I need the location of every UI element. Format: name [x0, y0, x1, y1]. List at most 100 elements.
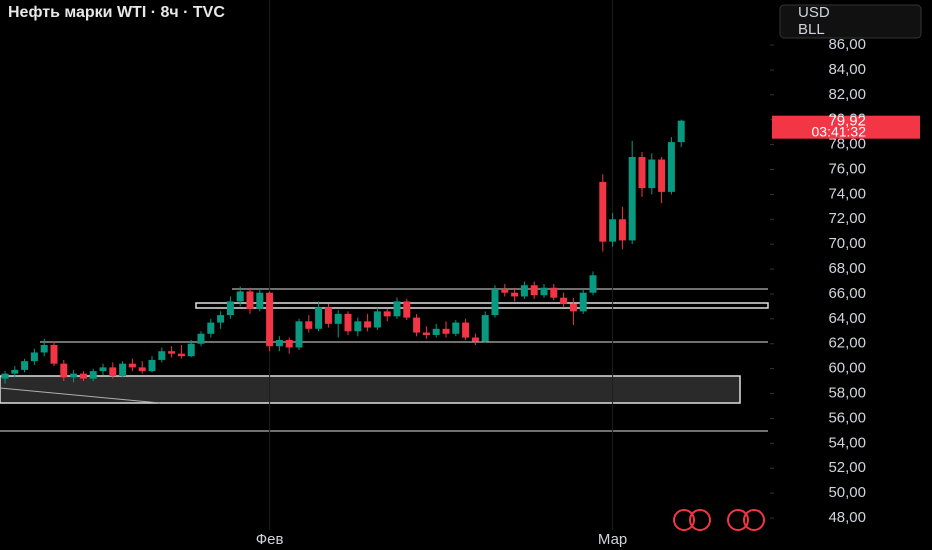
event-icon: [727, 509, 749, 531]
y-tick-label: 50,00: [828, 484, 866, 501]
candle-body: [207, 322, 215, 334]
y-tick-label: 72,00: [828, 210, 866, 227]
candle-body: [266, 292, 274, 347]
y-tick-label: 48,00: [828, 509, 866, 526]
candle-body: [275, 340, 283, 347]
y-tick-label: 76,00: [828, 160, 866, 177]
candle-body: [148, 359, 156, 372]
candle-body: [89, 371, 97, 379]
candle-body: [256, 292, 264, 309]
candle-body: [618, 219, 626, 241]
candle-body: [344, 313, 352, 332]
candle-body: [50, 344, 58, 364]
y-tick-label: 86,00: [828, 36, 866, 53]
candle-body: [197, 333, 205, 344]
candle-body: [393, 301, 401, 317]
candle-body: [305, 321, 313, 329]
candle-body: [462, 322, 470, 338]
candle-body: [315, 307, 323, 329]
candle-body: [658, 159, 666, 192]
candle-body: [383, 311, 391, 317]
last-price-box: [772, 115, 920, 139]
currency: USD: [798, 4, 830, 21]
candle-body: [491, 288, 499, 316]
zone: [0, 375, 741, 404]
candle-body: [364, 321, 372, 328]
y-tick-label: 52,00: [828, 459, 866, 476]
y-tick-label: 64,00: [828, 310, 866, 327]
event-icon: [673, 509, 695, 531]
y-tick-label: 60,00: [828, 360, 866, 377]
candle-body: [99, 367, 107, 372]
candle-body: [481, 315, 489, 342]
candle-body: [334, 313, 342, 324]
candle-body: [40, 344, 48, 353]
candle-body: [452, 322, 460, 334]
candle-body: [599, 181, 607, 242]
y-tick-label: 74,00: [828, 185, 866, 202]
candle-body: [30, 352, 38, 362]
candle-body: [550, 287, 558, 298]
candle-body: [511, 292, 519, 297]
candle-body: [628, 157, 636, 241]
y-tick-label: 66,00: [828, 285, 866, 302]
candle-body: [226, 301, 234, 316]
candle-body: [501, 288, 509, 293]
currency-box[interactable]: [779, 4, 922, 39]
x-tick-label: Мар: [598, 531, 627, 548]
candle-body: [432, 328, 440, 336]
candle-body: [177, 353, 185, 357]
candle-body: [520, 285, 528, 297]
candle-body: [11, 369, 19, 374]
candle-body: [138, 367, 146, 372]
candle-body: [589, 275, 597, 293]
candle-body: [569, 303, 577, 312]
candle-body: [21, 361, 29, 370]
y-tick-label: 82,00: [828, 86, 866, 103]
candle-body: [560, 297, 568, 304]
candle-body: [530, 285, 538, 296]
candle-body: [70, 373, 78, 378]
candle-body: [1, 373, 9, 379]
candle-body: [442, 328, 450, 334]
candle-body: [168, 351, 176, 354]
candle-body: [373, 311, 381, 328]
candle-body: [609, 219, 617, 242]
y-tick-label: 78,00: [828, 136, 866, 153]
event-icon: [743, 509, 765, 531]
y-tick-label: 54,00: [828, 434, 866, 451]
candle-body: [403, 301, 411, 318]
candle-body: [422, 332, 430, 336]
unit: BLL: [798, 21, 825, 38]
flags: [673, 509, 765, 531]
y-tick-label: 58,00: [828, 384, 866, 401]
y-tick-label: 84,00: [828, 61, 866, 78]
candle-body: [285, 340, 293, 348]
candle-body: [579, 292, 587, 312]
candle-body: [60, 363, 68, 378]
y-tick-label: 56,00: [828, 409, 866, 426]
candle-body: [158, 351, 166, 360]
candle-body: [119, 363, 127, 377]
trend-line: [0, 387, 161, 404]
candle-body: [540, 287, 548, 296]
y-tick-label: 62,00: [828, 335, 866, 352]
candle-body: [246, 291, 254, 309]
drawings: [0, 288, 769, 432]
candle-body: [638, 157, 646, 189]
candle-body: [648, 159, 656, 189]
chart-title: Нефть марки WTI · 8ч · TVC: [8, 4, 225, 21]
candle-body: [471, 337, 479, 342]
candle-body: [354, 321, 362, 332]
y-tick-label: 68,00: [828, 260, 866, 277]
last-price: 79,92: [828, 113, 866, 130]
y-tick-label: 70,00: [828, 235, 866, 252]
candle-body: [324, 307, 332, 324]
candle-body: [109, 367, 117, 377]
event-icon: [689, 509, 711, 531]
candle-body: [295, 321, 303, 348]
candle-body: [79, 373, 87, 379]
